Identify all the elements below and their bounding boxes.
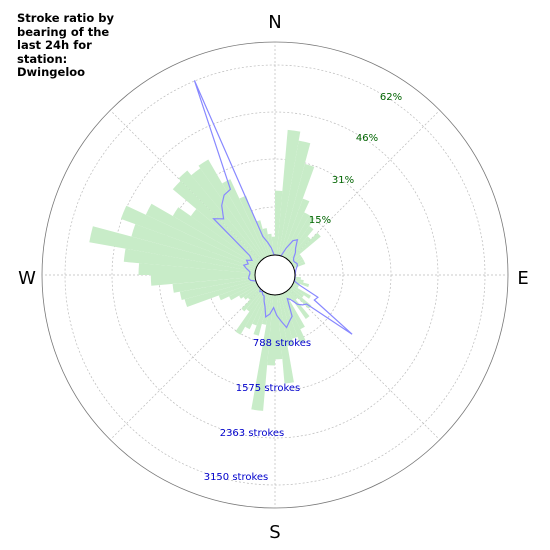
ratio-bar — [291, 256, 303, 265]
ratio-bar — [280, 163, 315, 257]
ratio-bar — [245, 292, 267, 330]
direction-label: S — [269, 522, 280, 543]
ratio-bar — [138, 263, 256, 275]
ratio-bar — [291, 285, 311, 299]
ratio-bar — [235, 291, 265, 335]
ratio-bar — [281, 293, 306, 343]
ratio-bar — [191, 168, 264, 260]
ratio-tick-label: 46% — [356, 133, 378, 144]
ratio-bar — [229, 283, 258, 301]
ratio-bar — [283, 212, 310, 258]
ratio-bar — [293, 281, 300, 286]
ratio-bar — [267, 294, 275, 366]
ratio-bar — [172, 276, 256, 293]
ratio-bar — [145, 203, 258, 267]
ratio-bar — [131, 224, 257, 270]
ratio-bar — [247, 287, 261, 300]
ratio-bar — [292, 283, 299, 289]
ratio-bar — [293, 261, 306, 269]
ratio-bar — [246, 290, 264, 312]
ring-gridline — [64, 64, 486, 486]
ratio-bar — [218, 281, 257, 301]
ratio-bar — [198, 159, 265, 259]
ratio-bar — [294, 276, 301, 280]
ratio-bar — [275, 190, 283, 256]
ratio-bar — [292, 258, 305, 267]
ratio-bar — [222, 179, 267, 258]
ratio-bar — [184, 280, 257, 307]
ratio-tick-label: 31% — [332, 175, 354, 186]
chart-title: Stroke ratio by bearing of the last 24h … — [17, 11, 114, 79]
ratio-bar — [293, 280, 310, 288]
ratio-bar — [241, 289, 263, 312]
ratio-bar — [285, 215, 315, 259]
ratio-bar — [239, 285, 259, 299]
ratio-bar — [285, 291, 292, 301]
stroke-count-line — [193, 80, 353, 335]
ratio-tick-label: 15% — [309, 215, 331, 226]
direction-label: W — [18, 268, 36, 289]
ratio-bar — [280, 293, 298, 339]
ratio-bar — [243, 286, 260, 300]
ratio-bar — [239, 195, 269, 257]
ratio-bar — [286, 226, 314, 260]
ratio-bar — [251, 294, 274, 411]
ratio-bar — [276, 294, 294, 384]
ratio-bar — [289, 232, 321, 263]
ratio-bar — [289, 287, 312, 309]
ratio-bar — [294, 278, 304, 283]
center-circle — [254, 254, 296, 296]
ratio-tick-label: 62% — [380, 92, 402, 103]
ratio-bar — [261, 294, 272, 325]
direction-label: E — [517, 268, 528, 289]
ratio-bar — [120, 205, 257, 269]
ratio-bar — [150, 275, 256, 286]
ratio-bar — [89, 226, 256, 272]
ratio-bar — [290, 286, 304, 298]
ratio-bar — [281, 198, 310, 257]
radial-gridline — [109, 274, 276, 441]
ratio-bar — [283, 292, 305, 330]
ratio-bar — [287, 236, 311, 261]
ring-gridline — [111, 111, 439, 439]
count-tick-label: 1575 strokes — [236, 383, 301, 394]
ratio-bar — [278, 140, 311, 256]
ratio-bar — [123, 248, 256, 274]
ratio-bar — [179, 278, 256, 300]
ratio-bar — [190, 209, 260, 264]
ratio-bar — [178, 170, 263, 261]
ratio-bar — [271, 236, 275, 256]
ratio-bar — [287, 289, 298, 300]
radial-gridline — [274, 109, 441, 276]
ratio-bar — [276, 129, 301, 256]
count-tick-label: 2363 strokes — [220, 428, 285, 439]
count-tick-label: 3150 strokes — [204, 472, 269, 483]
ratio-bar — [275, 294, 283, 360]
direction-label: N — [268, 12, 281, 33]
ratio-bar — [172, 207, 259, 265]
ratio-bar — [278, 294, 294, 346]
radial-gridline — [274, 274, 441, 441]
count-tick-label: 788 strokes — [253, 338, 311, 349]
ratio-bar — [253, 293, 270, 336]
